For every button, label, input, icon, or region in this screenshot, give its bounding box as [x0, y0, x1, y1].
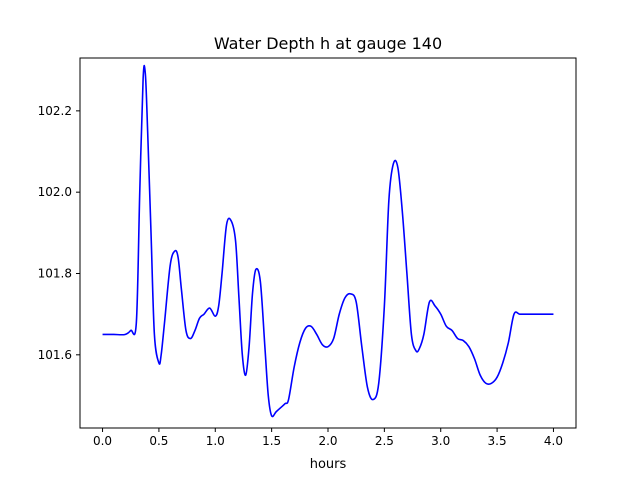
- x-tick-label: 2.5: [375, 434, 394, 448]
- chart-title: Water Depth h at gauge 140: [214, 34, 442, 53]
- water-depth-series-line: [102, 64, 554, 418]
- x-tick-label: 1.5: [262, 434, 281, 448]
- y-axis: 101.6 101.8 102.0 102.2: [38, 104, 80, 362]
- y-tick-label: 102.0: [38, 185, 72, 199]
- plot-frame: [79, 57, 577, 429]
- x-axis-label: hours: [310, 457, 347, 472]
- x-tick-label: 2.0: [318, 434, 337, 448]
- x-tick-label: 1.0: [206, 434, 225, 448]
- x-tick-label: 3.0: [431, 434, 450, 448]
- x-tick-label: 0.0: [93, 434, 112, 448]
- x-tick-label: 3.5: [488, 434, 507, 448]
- y-tick-label: 102.2: [38, 104, 72, 118]
- y-tick-label: 101.6: [38, 348, 72, 362]
- x-tick-label: 0.5: [149, 434, 168, 448]
- x-axis: 0.0 0.5 1.0 1.5 2.0 2.5 3.0 3.5 4.0: [93, 428, 563, 448]
- y-tick-label: 101.8: [38, 266, 72, 280]
- plot-series-group: [102, 64, 554, 418]
- x-tick-label: 4.0: [544, 434, 563, 448]
